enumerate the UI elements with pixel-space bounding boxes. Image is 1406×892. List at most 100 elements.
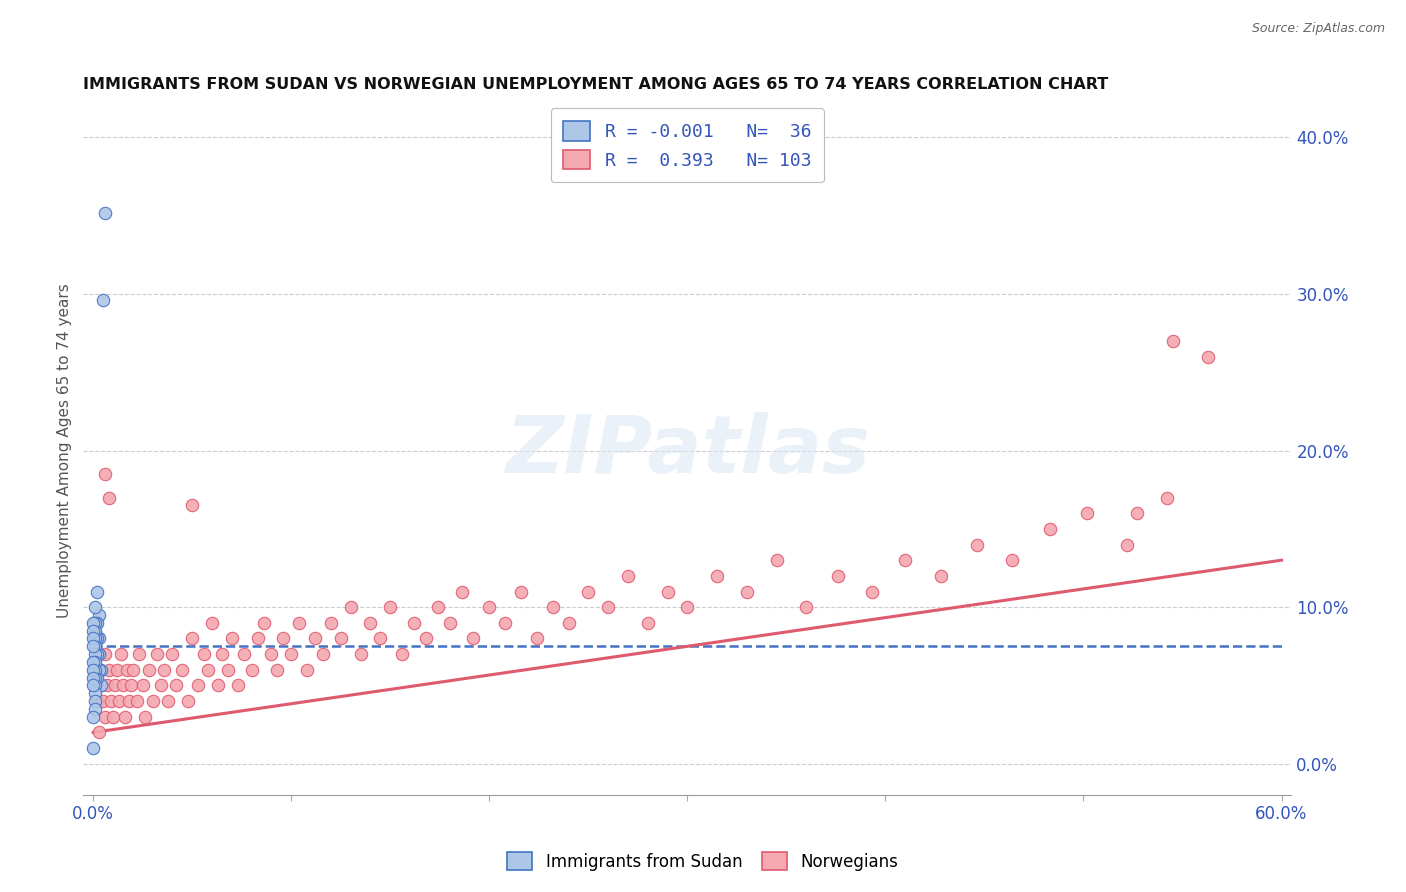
Point <box>82 640 104 654</box>
Point <box>187 678 209 692</box>
Point <box>207 678 229 692</box>
Point <box>84 640 107 654</box>
Point <box>165 678 187 692</box>
Point <box>94 710 117 724</box>
Point <box>120 678 142 692</box>
Point <box>617 569 640 583</box>
Point <box>494 615 516 630</box>
Point <box>84 671 107 685</box>
Point <box>86 647 108 661</box>
Point <box>84 663 107 677</box>
Point <box>217 663 239 677</box>
Point <box>439 615 461 630</box>
Point <box>86 615 108 630</box>
Point <box>415 632 437 646</box>
Point <box>1126 506 1149 520</box>
Point <box>89 663 111 677</box>
Point <box>128 647 150 661</box>
Point <box>576 584 599 599</box>
Point <box>114 710 136 724</box>
Point <box>1001 553 1024 567</box>
Point <box>221 632 243 646</box>
Point <box>82 671 104 685</box>
Point <box>82 663 104 677</box>
Text: Source: ZipAtlas.com: Source: ZipAtlas.com <box>1251 22 1385 36</box>
Point <box>288 615 311 630</box>
Point <box>86 671 108 685</box>
Point <box>86 694 108 708</box>
Point <box>84 678 107 692</box>
Point <box>266 663 288 677</box>
Point <box>380 600 402 615</box>
Point <box>89 632 111 646</box>
Point <box>84 624 107 638</box>
Legend: R = -0.001   N=  36, R =  0.393   N= 103: R = -0.001 N= 36, R = 0.393 N= 103 <box>551 108 824 182</box>
Point <box>153 663 176 677</box>
Point <box>84 615 107 630</box>
Point <box>98 663 121 677</box>
Point <box>676 600 699 615</box>
Point <box>240 663 263 677</box>
Point <box>1161 334 1184 348</box>
Point <box>94 467 117 481</box>
Point <box>90 678 112 692</box>
Text: IMMIGRANTS FROM SUDAN VS NORWEGIAN UNEMPLOYMENT AMONG AGES 65 TO 74 YEARS CORREL: IMMIGRANTS FROM SUDAN VS NORWEGIAN UNEMP… <box>83 78 1108 93</box>
Point <box>319 615 342 630</box>
Point <box>280 647 302 661</box>
Point <box>637 615 659 630</box>
Point <box>89 663 111 677</box>
Point <box>86 632 108 646</box>
Y-axis label: Unemployment Among Ages 65 to 74 years: Unemployment Among Ages 65 to 74 years <box>58 284 72 618</box>
Point <box>138 663 160 677</box>
Point <box>91 293 114 308</box>
Point <box>89 725 111 739</box>
Text: ZIPatlas: ZIPatlas <box>505 411 870 490</box>
Point <box>149 678 172 692</box>
Point <box>426 600 449 615</box>
Point <box>89 647 111 661</box>
Point <box>82 624 104 638</box>
Point <box>370 632 392 646</box>
Point <box>108 694 131 708</box>
Point <box>329 632 352 646</box>
Point <box>177 694 200 708</box>
Point <box>181 632 204 646</box>
Point <box>1076 506 1098 520</box>
Point <box>125 694 148 708</box>
Point <box>181 499 204 513</box>
Point <box>450 584 472 599</box>
Point <box>349 647 371 661</box>
Point <box>557 615 579 630</box>
Point <box>105 663 128 677</box>
Point <box>121 663 143 677</box>
Point <box>132 678 155 692</box>
Point <box>90 678 112 692</box>
Point <box>82 615 104 630</box>
Point <box>463 632 485 646</box>
Point <box>359 615 381 630</box>
Point <box>1197 350 1219 364</box>
Point <box>84 655 107 669</box>
Point <box>172 663 194 677</box>
Point <box>82 655 104 669</box>
Point <box>252 615 274 630</box>
Point <box>339 600 361 615</box>
Point <box>82 710 104 724</box>
Point <box>162 647 184 661</box>
Point <box>96 678 118 692</box>
Point <box>82 741 104 756</box>
Point <box>894 553 917 567</box>
Point <box>510 584 533 599</box>
Point <box>84 632 107 646</box>
Point <box>478 600 501 615</box>
Point <box>84 702 107 716</box>
Point <box>526 632 548 646</box>
Point <box>304 632 326 646</box>
Point <box>84 694 107 708</box>
Point <box>111 678 134 692</box>
Point <box>82 632 104 646</box>
Point <box>91 694 114 708</box>
Point <box>90 663 112 677</box>
Point <box>84 600 107 615</box>
Point <box>100 694 122 708</box>
